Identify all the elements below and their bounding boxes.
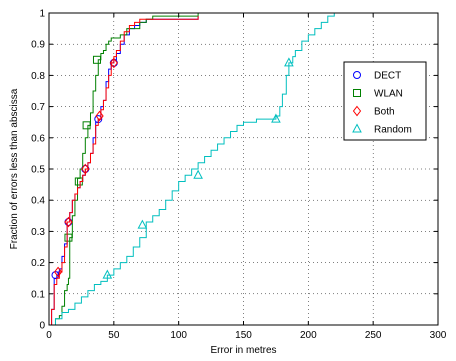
series-wlan-line xyxy=(49,13,199,326)
series-both-marker xyxy=(109,57,118,69)
y-tick-label: 1 xyxy=(39,9,45,20)
series-random-line xyxy=(49,13,335,326)
legend-marker-dect xyxy=(353,71,361,79)
series-wlan-marker xyxy=(64,233,73,242)
series-both-marker xyxy=(53,266,63,278)
y-tick-label: 0.9 xyxy=(31,40,45,51)
y-tick-label: 0.1 xyxy=(31,289,45,300)
series-both-marker xyxy=(81,163,90,175)
legend-marker-random xyxy=(352,123,362,133)
x-tick-label: 250 xyxy=(365,330,382,341)
y-tick-label: 0.3 xyxy=(31,227,45,238)
y-tick-label: 0.2 xyxy=(31,258,45,269)
legend-marker-wlan xyxy=(353,89,361,97)
y-tick-label: 0 xyxy=(39,321,45,332)
x-tick-label: 100 xyxy=(170,330,187,341)
series-both-marker xyxy=(64,216,73,228)
legend-box xyxy=(343,61,427,141)
series-both-marker xyxy=(95,110,104,122)
series-random-marker xyxy=(137,219,148,229)
y-tick-label: 0.6 xyxy=(31,133,45,144)
x-tick-label: 50 xyxy=(108,330,120,341)
y-tick-label: 0.4 xyxy=(31,196,45,207)
x-tick-label: 0 xyxy=(46,330,52,341)
series-dect-line xyxy=(49,16,199,326)
x-tick-label: 150 xyxy=(235,330,252,341)
legend-label-random: Random xyxy=(374,125,412,136)
legend-label-both: Both xyxy=(374,107,395,118)
x-axis-label: Error in metres xyxy=(210,345,276,356)
series-random-marker xyxy=(271,113,281,123)
legend-marker-both xyxy=(352,105,362,117)
y-tick-label: 0.5 xyxy=(31,165,45,176)
series-wlan-marker xyxy=(92,55,101,64)
legend: DECT WLAN Both Random xyxy=(343,61,427,141)
series-random-marker xyxy=(102,269,113,279)
legend-label-dect: DECT xyxy=(374,71,401,82)
axes-layer: 0 50 100 150 200 250 300 0 0.1 0.2 0.3 0.4 0.5 0.6 0.7… xyxy=(31,9,447,342)
series-wlan-marker xyxy=(82,121,91,130)
x-tick-label: 200 xyxy=(300,330,317,341)
series-layer xyxy=(49,13,335,326)
series-random-marker xyxy=(284,57,294,67)
y-tick-label: 0.7 xyxy=(31,102,45,113)
series-both-line xyxy=(49,16,199,326)
x-tick-label: 300 xyxy=(430,330,447,341)
y-tick-label: 0.8 xyxy=(31,71,45,82)
y-axis-label: Fraction of errors less than abscissa xyxy=(9,88,20,249)
series-random-marker xyxy=(193,169,203,179)
legend-label-wlan: WLAN xyxy=(374,89,403,100)
